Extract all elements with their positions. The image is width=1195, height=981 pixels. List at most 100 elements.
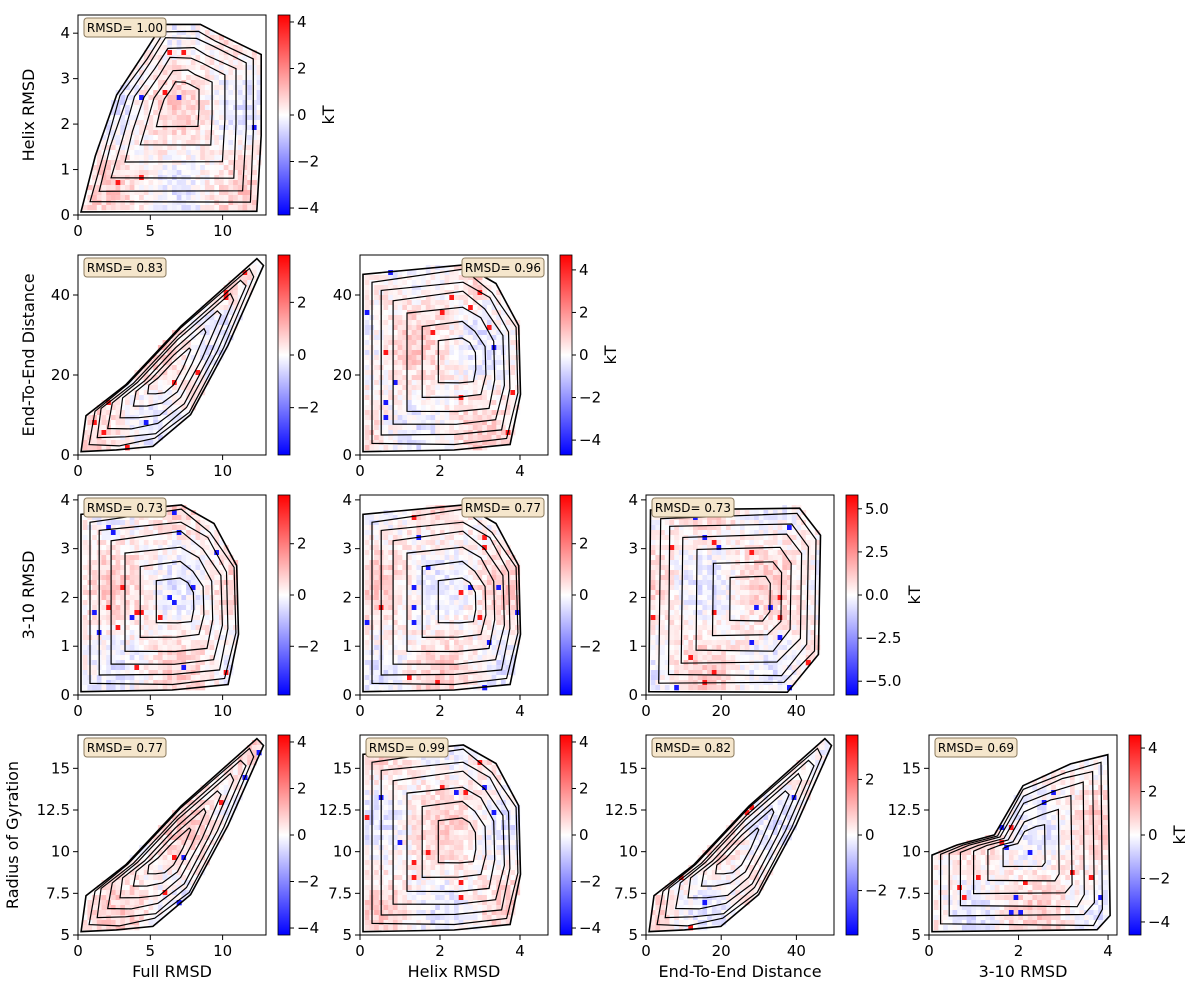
heatmap-cell bbox=[515, 355, 521, 361]
heatmap-cell bbox=[219, 130, 224, 136]
heatmap-cell bbox=[129, 680, 135, 686]
heatmap-cell bbox=[421, 445, 427, 451]
heatmap-cell bbox=[491, 425, 497, 431]
heatmap-cell bbox=[214, 205, 220, 211]
heatmap-cell bbox=[153, 685, 159, 691]
heatmap-cell bbox=[444, 290, 450, 296]
heatmap-cell bbox=[176, 535, 182, 541]
heatmap-cell bbox=[129, 610, 135, 616]
heatmap-cell bbox=[176, 555, 182, 561]
colorbar-label: kT bbox=[601, 345, 620, 364]
heatmap-cell bbox=[482, 670, 488, 676]
heatmap-cell bbox=[87, 200, 93, 206]
heatmap-cell bbox=[82, 675, 88, 681]
heatmap-cell bbox=[505, 370, 511, 376]
heatmap-cell bbox=[233, 295, 239, 301]
heatmap-cell bbox=[125, 130, 130, 136]
heatmap-cell bbox=[129, 635, 135, 641]
heatmap-cell bbox=[416, 660, 422, 666]
heatmap-cell bbox=[115, 610, 121, 616]
heatmap-cell bbox=[374, 650, 380, 656]
heatmap-cell bbox=[402, 380, 408, 386]
heatmap-cell bbox=[148, 110, 154, 116]
heatmap-cell bbox=[195, 320, 201, 326]
heatmap-cell bbox=[134, 675, 140, 681]
heatmap-cell bbox=[153, 625, 159, 631]
heatmap-cell bbox=[477, 405, 483, 411]
heatmap-cell bbox=[190, 585, 196, 591]
heatmap-cell bbox=[402, 615, 408, 621]
heatmap-cell bbox=[134, 670, 140, 676]
heatmap-cell bbox=[472, 300, 478, 306]
heatmap-cell bbox=[425, 680, 431, 686]
heatmap-cell bbox=[204, 160, 210, 166]
heatmap-cell bbox=[200, 545, 206, 551]
heatmap-cell bbox=[237, 185, 243, 191]
contour-line bbox=[89, 30, 254, 203]
heatmap-cell bbox=[425, 440, 431, 446]
heatmap-cell bbox=[181, 640, 187, 646]
heatmap-cell bbox=[242, 95, 248, 101]
colorbar-tick-label: 2 bbox=[579, 303, 589, 321]
heatmap-cell bbox=[383, 655, 389, 661]
heatmap-cell bbox=[162, 345, 168, 351]
heatmap-cell bbox=[176, 655, 182, 661]
heatmap-cell bbox=[472, 305, 478, 311]
heatmap-cell bbox=[383, 670, 389, 676]
heatmap-cell bbox=[204, 555, 210, 561]
heatmap-cell bbox=[411, 515, 417, 521]
heatmap-cell bbox=[176, 415, 182, 421]
heatmap-cell bbox=[463, 535, 469, 541]
heatmap-cell bbox=[157, 660, 163, 666]
heatmap-cell bbox=[416, 565, 422, 571]
heatmap-cell bbox=[477, 540, 483, 546]
heatmap-cell bbox=[444, 575, 450, 581]
heatmap-cell bbox=[364, 430, 370, 436]
heatmap-cell bbox=[139, 560, 145, 566]
heatmap-cell bbox=[449, 610, 455, 616]
heatmap-cell bbox=[186, 110, 192, 116]
heatmap-cell bbox=[167, 540, 173, 546]
heatmap-cell bbox=[416, 280, 422, 286]
heatmap-cell bbox=[416, 360, 422, 366]
heatmap-cell bbox=[167, 195, 173, 201]
heatmap-cell bbox=[430, 660, 436, 666]
heatmap-cell bbox=[444, 340, 450, 346]
heatmap-cell bbox=[454, 370, 459, 376]
heatmap-cell bbox=[209, 325, 215, 331]
heatmap-cell bbox=[496, 310, 502, 316]
heatmap-cell bbox=[397, 290, 403, 296]
heatmap-cell bbox=[209, 60, 215, 66]
heatmap-cell bbox=[392, 510, 398, 516]
heatmap-cell bbox=[501, 410, 506, 416]
heatmap-cell bbox=[129, 180, 135, 186]
heatmap-cell bbox=[101, 655, 107, 661]
heatmap-cell bbox=[153, 120, 159, 126]
heatmap-cell bbox=[425, 345, 431, 351]
heatmap-cell bbox=[110, 395, 116, 401]
heatmap-cell bbox=[139, 420, 145, 426]
heatmap-cell bbox=[397, 530, 403, 536]
heatmap-cell bbox=[101, 570, 107, 576]
heatmap-cell bbox=[463, 570, 469, 576]
heatmap-cell bbox=[402, 575, 408, 581]
heatmap-cell bbox=[449, 670, 455, 676]
heatmap-cell bbox=[125, 555, 130, 561]
heatmap-cell bbox=[477, 275, 483, 281]
heatmap-cell bbox=[482, 315, 488, 321]
heatmap-cell bbox=[444, 350, 450, 356]
heatmap-cell bbox=[167, 660, 173, 666]
heatmap-cell bbox=[195, 610, 201, 616]
heatmap-cell bbox=[115, 430, 121, 436]
heatmap-cell bbox=[463, 630, 469, 636]
heatmap-cell bbox=[162, 75, 168, 81]
heatmap-cell bbox=[449, 615, 455, 621]
heatmap-cell bbox=[416, 415, 422, 421]
heatmap-cell bbox=[383, 310, 389, 316]
heatmap-cell bbox=[219, 565, 224, 571]
heatmap-cell bbox=[176, 125, 182, 131]
heatmap-cell bbox=[195, 550, 201, 556]
heatmap-cell bbox=[148, 585, 154, 591]
heatmap-cell bbox=[397, 585, 403, 591]
heatmap-cell bbox=[388, 415, 394, 421]
